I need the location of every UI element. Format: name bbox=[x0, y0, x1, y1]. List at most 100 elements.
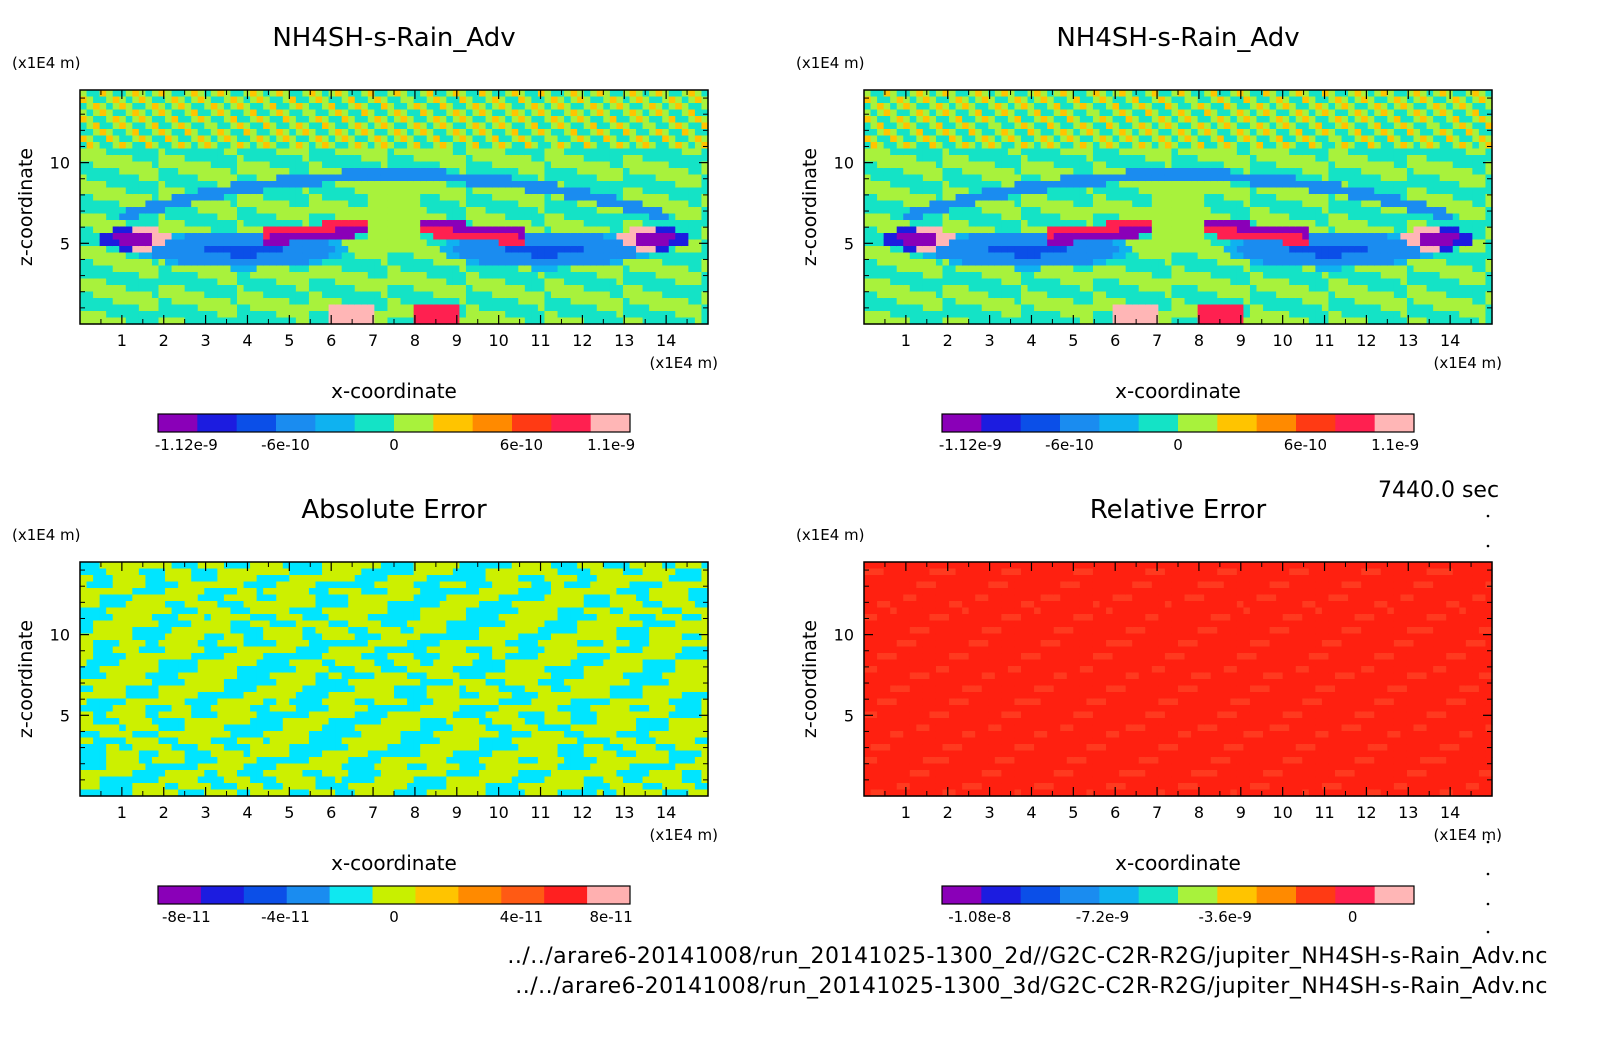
heatmap-cell bbox=[649, 298, 657, 306]
heatmap-cell bbox=[132, 116, 140, 124]
heatmap-cell bbox=[276, 96, 284, 104]
heatmap-cell bbox=[302, 304, 310, 312]
heatmap-cell bbox=[138, 233, 147, 241]
heatmap-cell bbox=[184, 265, 192, 273]
heatmap-cell bbox=[485, 161, 493, 169]
heatmap-cell bbox=[629, 168, 637, 176]
heatmap-cell bbox=[452, 103, 461, 111]
heatmap-cell bbox=[551, 239, 559, 247]
heatmap-cell bbox=[1086, 317, 1094, 325]
heatmap-cell bbox=[86, 116, 94, 124]
heatmap-cell bbox=[465, 135, 474, 143]
heatmap-cell bbox=[603, 148, 611, 156]
heatmap-cell bbox=[191, 148, 199, 156]
heatmap-cell bbox=[472, 103, 480, 111]
heatmap-cell bbox=[158, 233, 166, 241]
heatmap-cell bbox=[570, 252, 578, 260]
heatmap-cell bbox=[596, 122, 604, 130]
heatmap-cell bbox=[112, 285, 120, 293]
heatmap-cell bbox=[289, 226, 297, 234]
heatmap-cell bbox=[935, 148, 944, 156]
heatmap-cell bbox=[276, 304, 284, 312]
heatmap-cell bbox=[877, 135, 885, 143]
heatmap-cell bbox=[929, 109, 937, 117]
heatmap-cell bbox=[210, 233, 218, 241]
heatmap-cell bbox=[439, 246, 447, 254]
heatmap-cell bbox=[642, 109, 650, 117]
heatmap-cell bbox=[583, 259, 591, 267]
heatmap-cell bbox=[877, 259, 885, 267]
heatmap-cell bbox=[335, 116, 343, 124]
heatmap-cell bbox=[544, 148, 552, 156]
heatmap-cell bbox=[622, 291, 631, 299]
heatmap-cell bbox=[622, 265, 631, 273]
heatmap-cell bbox=[1047, 265, 1055, 273]
heatmap-cell bbox=[93, 161, 101, 169]
heatmap-cell bbox=[1106, 246, 1114, 254]
heatmap-cell bbox=[400, 148, 408, 156]
heatmap-cell bbox=[636, 246, 644, 254]
heatmap-cell bbox=[256, 168, 264, 176]
heatmap-cell bbox=[1060, 142, 1068, 150]
heatmap-cell bbox=[551, 272, 559, 280]
heatmap-cell bbox=[380, 90, 389, 98]
heatmap-cell bbox=[609, 174, 618, 182]
heatmap-cell bbox=[564, 213, 572, 221]
heatmap-cell bbox=[890, 148, 898, 156]
heatmap-cell bbox=[1066, 311, 1074, 319]
heatmap-cell bbox=[511, 194, 519, 202]
heatmap-cell bbox=[145, 129, 153, 137]
heatmap-cell bbox=[197, 278, 205, 286]
heatmap-cell bbox=[465, 272, 474, 280]
heatmap-cell bbox=[877, 311, 885, 319]
heatmap-cell bbox=[295, 174, 304, 182]
heatmap-cell bbox=[883, 259, 891, 267]
heatmap-cell bbox=[492, 233, 500, 241]
heatmap-cell bbox=[981, 103, 989, 111]
heatmap-cell bbox=[341, 116, 349, 124]
heatmap-cell bbox=[655, 285, 663, 293]
heatmap-cell bbox=[537, 311, 546, 319]
heatmap-cell bbox=[452, 174, 461, 182]
heatmap-cell bbox=[145, 298, 153, 306]
heatmap-cell bbox=[616, 213, 624, 221]
heatmap-cell bbox=[642, 213, 650, 221]
heatmap-cell bbox=[367, 207, 375, 215]
heatmap-cell bbox=[165, 155, 173, 163]
heatmap-cell bbox=[1099, 317, 1107, 325]
heatmap-cell bbox=[380, 265, 389, 273]
heatmap-cell bbox=[668, 272, 676, 280]
heatmap-cell bbox=[1092, 239, 1101, 247]
heatmap-cell bbox=[465, 233, 474, 241]
heatmap-cell bbox=[295, 265, 304, 273]
heatmap-cell bbox=[1079, 96, 1088, 104]
heatmap-cell bbox=[295, 317, 304, 325]
heatmap-cell bbox=[132, 265, 140, 273]
heatmap-cell bbox=[916, 252, 924, 260]
heatmap-cell bbox=[204, 291, 212, 299]
heatmap-cell bbox=[570, 194, 578, 202]
heatmap-cell bbox=[367, 304, 375, 312]
heatmap-cell bbox=[511, 181, 519, 189]
heatmap-cell bbox=[400, 142, 408, 150]
heatmap-cell bbox=[883, 246, 891, 254]
heatmap-cell bbox=[505, 129, 513, 137]
heatmap-cell bbox=[308, 148, 317, 156]
heatmap-cell bbox=[420, 233, 428, 241]
heatmap-cell bbox=[570, 96, 578, 104]
heatmap-cell bbox=[341, 265, 349, 273]
heatmap-cell bbox=[230, 226, 238, 234]
heatmap-cell bbox=[564, 96, 572, 104]
heatmap-cell bbox=[596, 246, 604, 254]
heatmap-cell bbox=[662, 148, 670, 156]
heatmap-cell bbox=[250, 187, 258, 195]
heatmap-cell bbox=[688, 265, 696, 273]
heatmap-cell bbox=[197, 148, 205, 156]
heatmap-cell bbox=[106, 168, 114, 176]
heatmap-cell bbox=[446, 207, 454, 215]
heatmap-cell bbox=[354, 148, 362, 156]
heatmap-cell bbox=[151, 304, 160, 312]
heatmap-cell bbox=[93, 103, 101, 111]
heatmap-cell bbox=[184, 317, 192, 325]
heatmap-cell bbox=[518, 265, 526, 273]
